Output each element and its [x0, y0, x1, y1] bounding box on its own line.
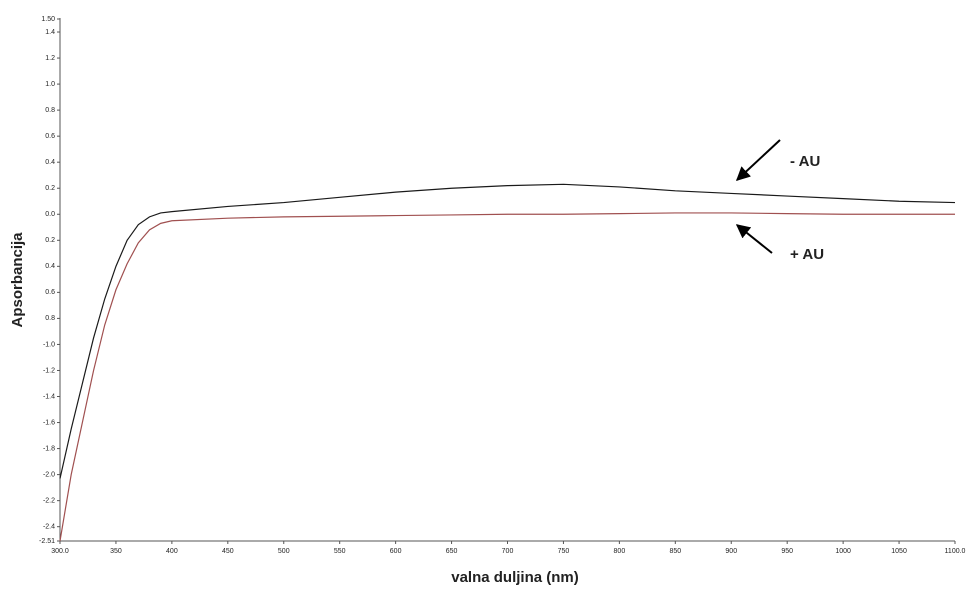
x-tick-label: 500	[278, 548, 290, 555]
y-tick-label: -1.0	[43, 341, 55, 348]
y-tick-label: 1.0	[45, 81, 55, 88]
y-tick-label: -2.51	[39, 538, 55, 545]
x-tick-label: 800	[614, 548, 626, 555]
x-tick-label: 850	[669, 548, 681, 555]
y-tick-label: -1.4	[43, 393, 55, 400]
y-tick-label: 1.50	[41, 16, 55, 23]
arrow	[735, 139, 781, 181]
arrow	[735, 224, 773, 254]
y-tick-label: 1.2	[45, 55, 55, 62]
y-tick-label: 1.4	[45, 29, 55, 36]
x-tick-label: 550	[334, 548, 346, 555]
y-tick-label: 0.6	[45, 289, 55, 296]
y-tick-label: -1.6	[43, 419, 55, 426]
series-label: - AU	[790, 153, 820, 170]
line	[59, 183, 956, 479]
y-tick-label: 0.0	[45, 211, 55, 218]
y-tick-label: -2.4	[43, 524, 55, 531]
y-tick-label: -2.2	[43, 497, 55, 504]
x-tick-label: 300.0	[51, 548, 69, 555]
x-tick-label: 400	[166, 548, 178, 555]
x-tick-label: 350	[110, 548, 122, 555]
y-tick-label: -2.0	[43, 471, 55, 478]
x-tick-label: 1050	[891, 548, 907, 555]
y-axis-label: Apsorbancija	[9, 232, 26, 328]
y-tick-label: -1.8	[43, 445, 55, 452]
x-tick-label: 950	[781, 548, 793, 555]
y-tick-label: 0.4	[45, 159, 55, 166]
x-tick-label: 450	[222, 548, 234, 555]
x-axis-label: valna duljina (nm)	[451, 569, 579, 586]
y-tick-label: -1.2	[43, 367, 55, 374]
y-tick-label: 0.2	[45, 237, 55, 244]
x-tick-label: 900	[725, 548, 737, 555]
y-tick-label: 0.4	[45, 263, 55, 270]
y-tick-label: 0.6	[45, 133, 55, 140]
line	[59, 212, 955, 542]
x-tick-label: 650	[446, 548, 458, 555]
x-tick-label: 700	[502, 548, 514, 555]
series-label: + AU	[790, 246, 824, 263]
y-tick-label: 0.8	[45, 107, 55, 114]
x-tick-label: 750	[558, 548, 570, 555]
x-tick-label: 600	[390, 548, 402, 555]
x-tick-label: 1100.0	[945, 548, 966, 555]
x-tick-label: 1000	[835, 548, 851, 555]
y-tick-label: 0.2	[45, 185, 55, 192]
y-tick-label: 0.8	[45, 315, 55, 322]
